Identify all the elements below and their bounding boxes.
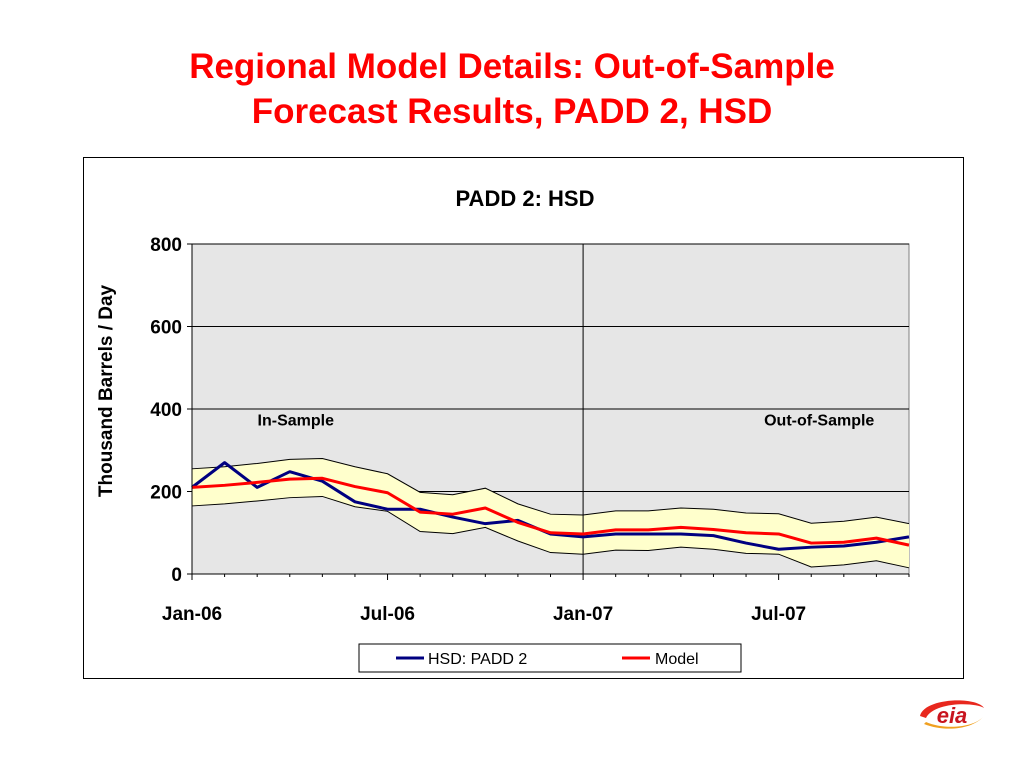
chart-container: PADD 2: HSD Thousand Barrels / Day 0 200 4… [83, 157, 964, 679]
band-lower-line [191, 495, 910, 569]
chart: PADD 2: HSD Thousand Barrels / Day 0 200 4… [96, 186, 910, 673]
annotation-out-of-sample: Out-of-Sample [764, 413, 874, 430]
x-tick-label: Jan-07 [553, 604, 613, 625]
band-upper-line [191, 457, 910, 525]
eia-logo: eia [920, 700, 984, 729]
logo-swoosh-icon [920, 700, 984, 718]
series-line-model [191, 476, 910, 547]
y-tick-label: 400 [150, 400, 182, 421]
page-title-line-1: Regional Model Details: Out-of-Sample [189, 47, 835, 86]
y-tick-label: 600 [150, 318, 182, 339]
annotation-in-sample: In-Sample [258, 413, 335, 430]
legend-label-hsd: HSD: PADD 2 [428, 651, 527, 668]
y-axis-label: Thousand Barrels / Day [96, 284, 117, 497]
logo-underline-icon [924, 716, 984, 729]
y-tick-label: 200 [150, 483, 182, 504]
page-title-line-2: Forecast Results, PADD 2, HSD [251, 92, 773, 131]
y-tick-label: 0 [171, 565, 182, 586]
chart-title: PADD 2: HSD [456, 186, 595, 211]
page-title: Regional Model Details: Out-of-Sample Fo… [0, 44, 1024, 134]
x-tick-label: Jul-07 [751, 604, 806, 625]
logo-text: eia [937, 703, 968, 728]
legend-label-model: Model [655, 651, 699, 668]
y-tick-label: 800 [150, 235, 182, 256]
x-tick-label: Jul-06 [360, 604, 415, 625]
chart-legend: HSD: PADD 2 Model [358, 643, 742, 673]
x-tick-label: Jan-06 [162, 604, 222, 625]
